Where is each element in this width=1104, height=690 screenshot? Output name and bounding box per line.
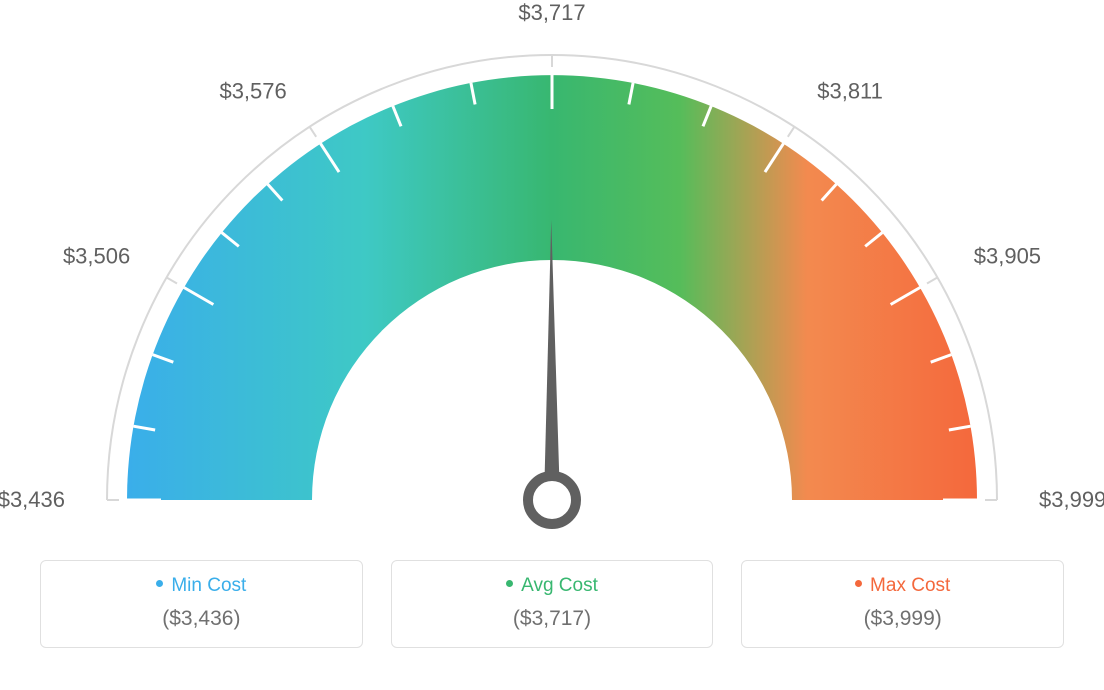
svg-text:$3,905: $3,905: [974, 244, 1041, 269]
gauge-svg: $3,436 $3,506 $3,576 $3,717 $3,811 $3,905 $3,9…: [0, 0, 1104, 560]
max-cost-label: Max Cost: [870, 575, 950, 596]
gauge-chart: $3,436 $3,506 $3,576 $3,717 $3,811 $3,905 $3,9…: [0, 0, 1104, 560]
avg-cost-label: Avg Cost: [521, 575, 598, 596]
legend-cards: Min Cost ($3,436) Avg Cost ($3,717) Max …: [0, 560, 1104, 648]
svg-text:$3,999: $3,999: [1039, 487, 1104, 512]
min-cost-label: Min Cost: [171, 575, 246, 596]
min-cost-title: Min Cost: [51, 575, 352, 597]
svg-text:$3,506: $3,506: [63, 244, 130, 269]
min-cost-dot: [156, 580, 163, 587]
min-cost-value: ($3,436): [51, 607, 352, 631]
svg-text:$3,717: $3,717: [518, 0, 585, 25]
avg-cost-card: Avg Cost ($3,717): [391, 560, 714, 648]
max-cost-card: Max Cost ($3,999): [741, 560, 1064, 648]
max-cost-dot: [855, 580, 862, 587]
svg-text:$3,576: $3,576: [219, 79, 286, 104]
max-cost-value: ($3,999): [752, 607, 1053, 631]
max-cost-title: Max Cost: [752, 575, 1053, 597]
min-cost-card: Min Cost ($3,436): [40, 560, 363, 648]
avg-cost-title: Avg Cost: [402, 575, 703, 597]
avg-cost-value: ($3,717): [402, 607, 703, 631]
avg-cost-dot: [506, 580, 513, 587]
svg-text:$3,811: $3,811: [817, 79, 883, 104]
svg-text:$3,436: $3,436: [0, 487, 65, 512]
